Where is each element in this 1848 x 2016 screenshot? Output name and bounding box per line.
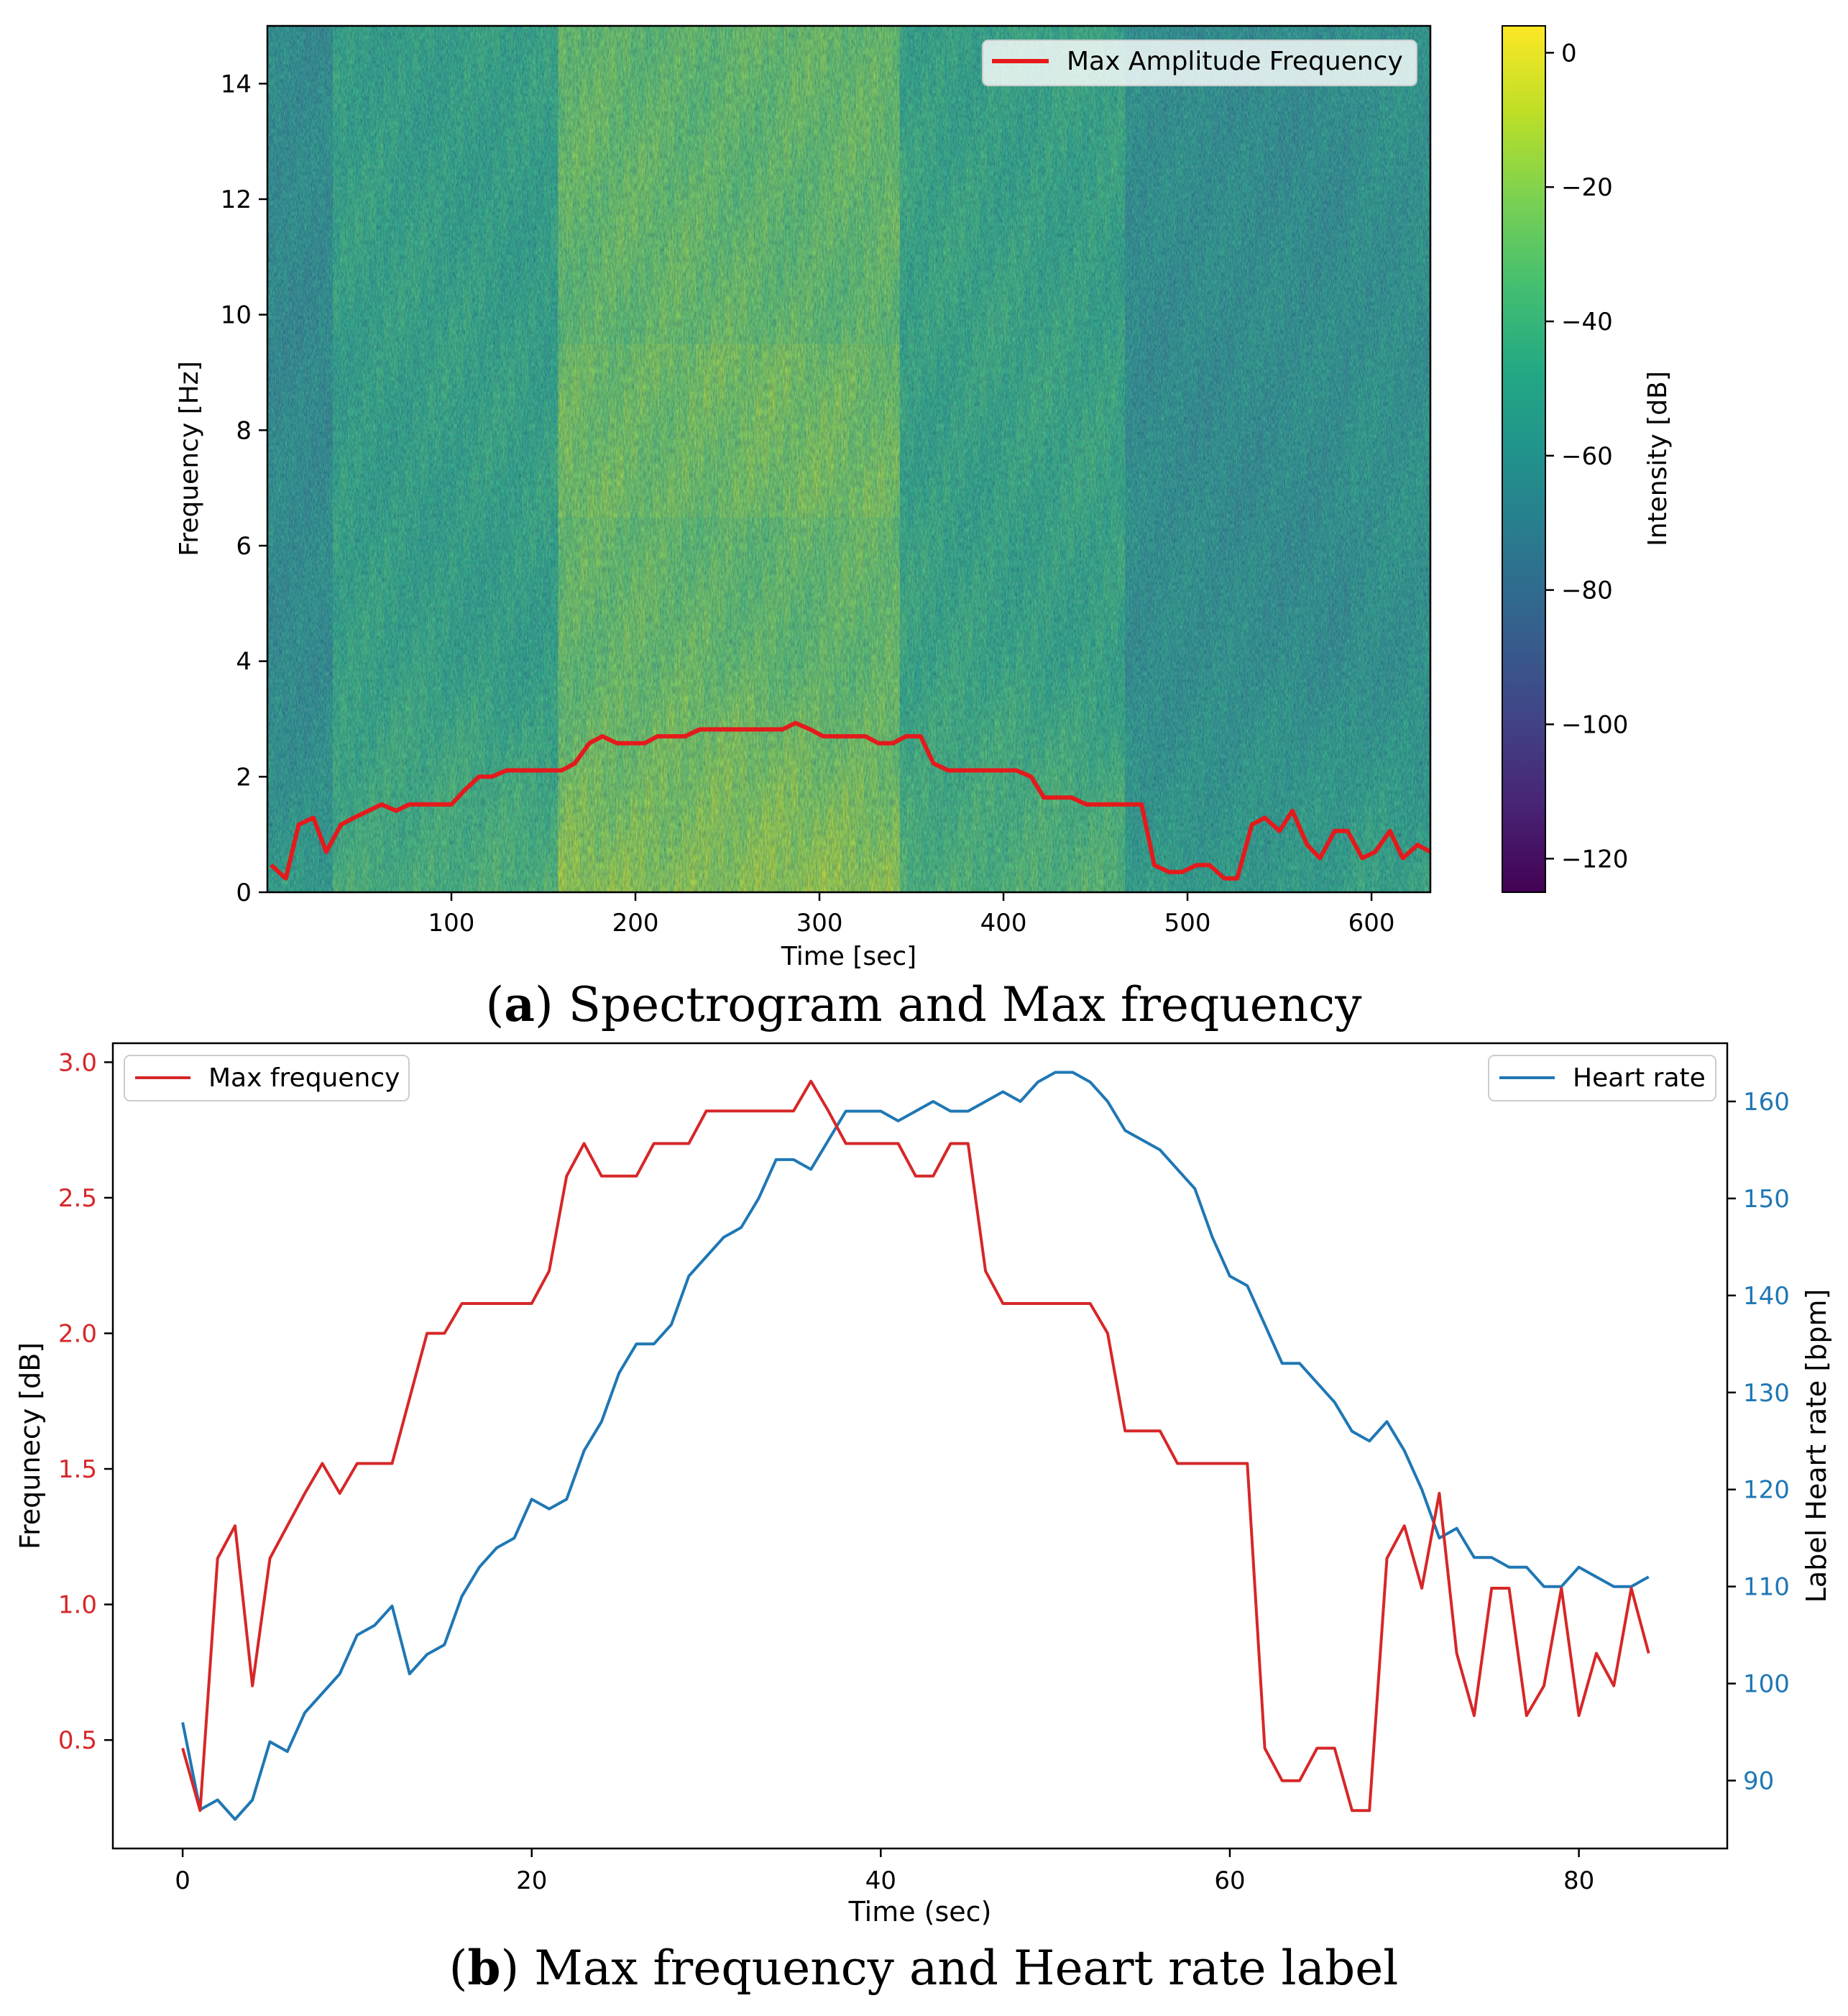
spectrogram-panel: 100 200 300 400 500 60002468101214 Time [sec]… [175, 24, 1673, 1032]
